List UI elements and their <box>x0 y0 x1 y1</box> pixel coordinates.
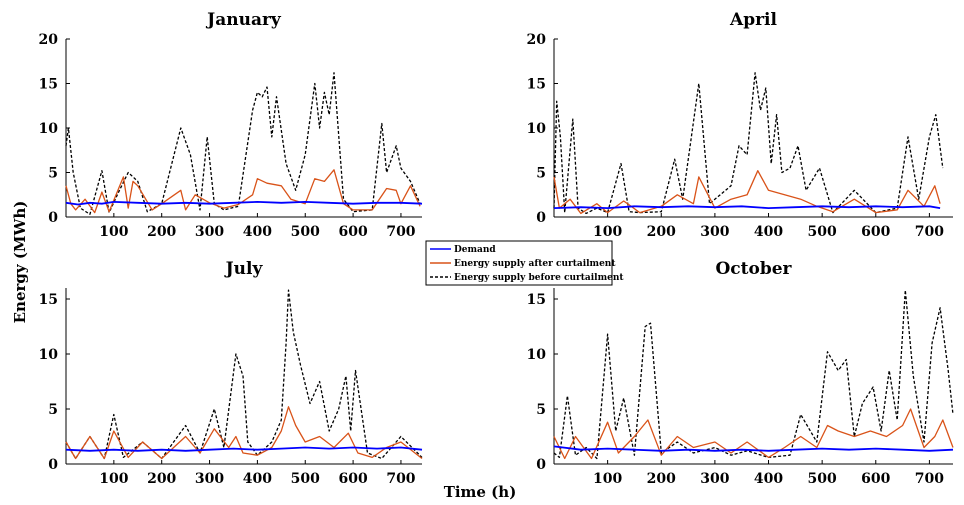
chart-title-july: July <box>224 259 264 279</box>
x-tick-label: 300 <box>195 224 224 240</box>
series-line-energy-supply-after-curtailment-october <box>553 408 954 460</box>
x-tick-label: 700 <box>386 471 415 487</box>
x-tick-label: 500 <box>808 224 837 240</box>
x-tick-label: 600 <box>861 471 890 487</box>
y-tick-label: 5 <box>48 402 58 418</box>
chart-july: July 0 5 10 15 100 200 300 400 500 600 700 <box>39 259 423 487</box>
x-tick-label: 500 <box>291 224 320 240</box>
legend: Demand Energy supply after curtailment E… <box>425 240 624 286</box>
y-tick-label: 10 <box>39 347 59 363</box>
series-line-demand-october <box>553 445 954 452</box>
x-tick-label: 300 <box>700 471 729 487</box>
chart-title-january: January <box>205 10 282 30</box>
x-tick-label: 200 <box>647 224 676 240</box>
y-tick-label: 0 <box>48 210 58 226</box>
legend-label-before: Energy supply before curtailment <box>454 273 624 283</box>
y-tick-label: 0 <box>536 210 546 226</box>
y-axis-label: Energy (MWh) <box>11 201 29 324</box>
y-tick-label: 10 <box>527 121 547 137</box>
series-line-energy-supply-after-curtailment-july <box>65 406 423 460</box>
x-tick-label: 500 <box>291 471 320 487</box>
x-tick-label: 200 <box>147 224 176 240</box>
legend-box <box>425 240 613 286</box>
y-tick-label: 5 <box>536 402 546 418</box>
y-tick-label: 15 <box>527 77 546 93</box>
x-tick-label: 100 <box>593 471 622 487</box>
legend-label-demand: Demand <box>454 245 496 255</box>
x-tick-label: 300 <box>700 224 729 240</box>
x-tick-label: 100 <box>593 224 622 240</box>
series-line-demand-april <box>553 205 941 210</box>
legend-label-after: Energy supply after curtailment <box>454 259 616 269</box>
x-tick-label: 600 <box>861 224 890 240</box>
y-tick-label: 15 <box>39 292 58 308</box>
x-tick-label: 100 <box>99 224 128 240</box>
y-tick-label: 0 <box>536 457 546 473</box>
x-tick-label: 200 <box>147 471 176 487</box>
chart-april: April 0 5 10 15 20 100 200 300 400 500 600 700 <box>527 10 953 240</box>
chart-october: October 0 5 10 15 100 200 300 400 500 600 700 <box>527 259 954 487</box>
series-line-energy-supply-before-curtailment-october <box>553 289 954 460</box>
series-line-energy-supply-before-curtailment-april <box>553 72 944 215</box>
x-tick-label: 100 <box>99 471 128 487</box>
x-tick-label: 700 <box>915 224 944 240</box>
x-axis-label: Time (h) <box>444 483 517 501</box>
y-tick-label: 15 <box>527 292 546 308</box>
y-tick-label: 10 <box>527 347 547 363</box>
x-tick-label: 400 <box>243 471 272 487</box>
y-tick-label: 5 <box>536 166 546 182</box>
series-line-demand-july <box>65 446 423 452</box>
series-line-energy-supply-before-curtailment-january <box>65 72 421 215</box>
series-line-demand-january <box>65 200 423 206</box>
chart-january: January 0 5 10 15 20 100 200 300 400 500 600 700 <box>39 10 423 240</box>
x-tick-label: 600 <box>338 471 367 487</box>
x-tick-label: 400 <box>243 224 272 240</box>
x-tick-label: 700 <box>386 224 415 240</box>
x-tick-label: 600 <box>338 224 367 240</box>
x-tick-label: 500 <box>808 471 837 487</box>
series-line-energy-supply-before-curtailment-july <box>65 289 423 460</box>
y-tick-label: 10 <box>39 121 59 137</box>
x-tick-label: 400 <box>754 471 783 487</box>
y-tick-label: 15 <box>39 77 58 93</box>
chart-title-april: April <box>729 10 777 30</box>
x-tick-label: 400 <box>754 224 783 240</box>
series-line-energy-supply-after-curtailment-january <box>65 169 421 214</box>
chart-title-october: October <box>715 259 792 279</box>
x-tick-label: 700 <box>915 471 944 487</box>
y-tick-label: 0 <box>48 457 58 473</box>
x-tick-label: 200 <box>647 471 676 487</box>
y-tick-label: 5 <box>48 166 58 182</box>
y-tick-label: 20 <box>39 32 59 48</box>
x-tick-label: 300 <box>195 471 224 487</box>
y-tick-label: 20 <box>527 32 547 48</box>
